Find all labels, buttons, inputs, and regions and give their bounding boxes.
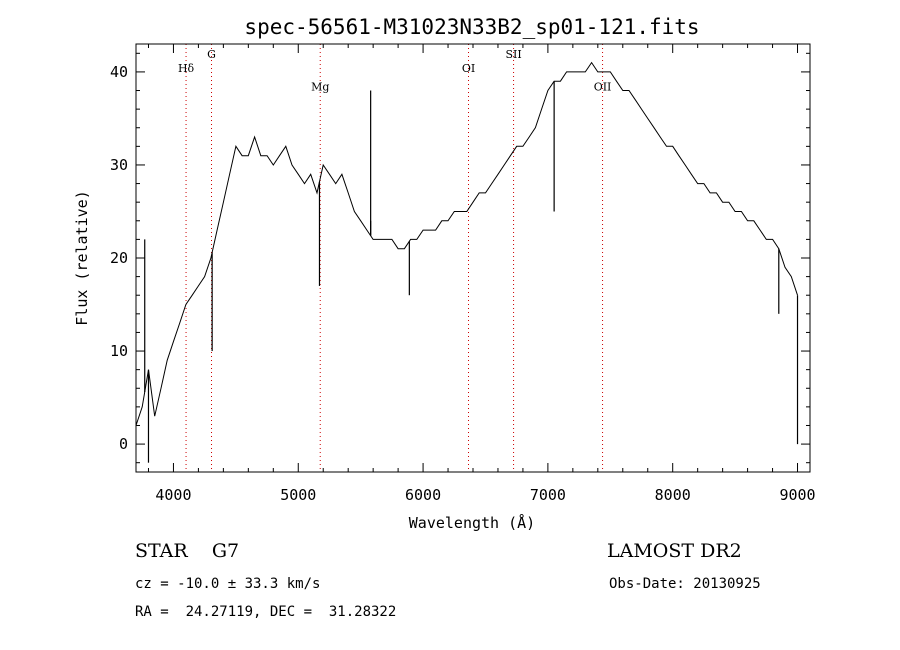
line-marker-label: OI: [462, 62, 475, 75]
plot-frame: [135, 43, 811, 473]
line-marker-label: G: [207, 48, 216, 61]
spectrum-line: [135, 61, 798, 426]
y-axis-ticks: 0 10 20 30 40: [110, 52, 810, 464]
y-tick-label: 20: [110, 249, 128, 267]
observation-date: Obs-Date: 20130925: [609, 576, 761, 592]
redshift-text: cz = -10.0 ± 33.3 km/s: [135, 576, 321, 592]
y-tick-label: 10: [110, 342, 128, 360]
x-tick-label: 9000: [779, 486, 815, 504]
spectrum-spikes: [144, 81, 799, 463]
y-tick-label: 30: [110, 156, 128, 174]
line-marker-label: OII: [594, 81, 612, 94]
chart-title: spec-56561-M31023N33B2_sp01-121.fits: [244, 15, 699, 39]
spectral-line-markers: Hδ G Mg OI SII OII: [178, 44, 611, 472]
x-tick-label: 7000: [530, 486, 566, 504]
line-marker-label: SII: [505, 48, 521, 61]
x-tick-label: 8000: [655, 486, 691, 504]
x-tick-label: 6000: [405, 486, 441, 504]
line-marker-label: Mg: [311, 81, 329, 94]
object-class: STAR G7: [135, 540, 240, 562]
x-axis-label: Wavelength (Å): [409, 513, 535, 532]
y-tick-label: 0: [119, 435, 128, 453]
x-axis-ticks: 4000 5000 6000 7000 8000 9000: [147, 44, 816, 504]
y-axis-label: Flux (relative): [73, 190, 91, 325]
line-marker-label: Hδ: [178, 62, 195, 75]
x-tick-label: 4000: [155, 486, 191, 504]
x-tick-label: 5000: [280, 486, 316, 504]
y-tick-label: 40: [110, 63, 128, 81]
survey-name: LAMOST DR2: [607, 540, 742, 562]
coordinates-text: RA = 24.27119, DEC = 31.28322: [135, 604, 397, 620]
